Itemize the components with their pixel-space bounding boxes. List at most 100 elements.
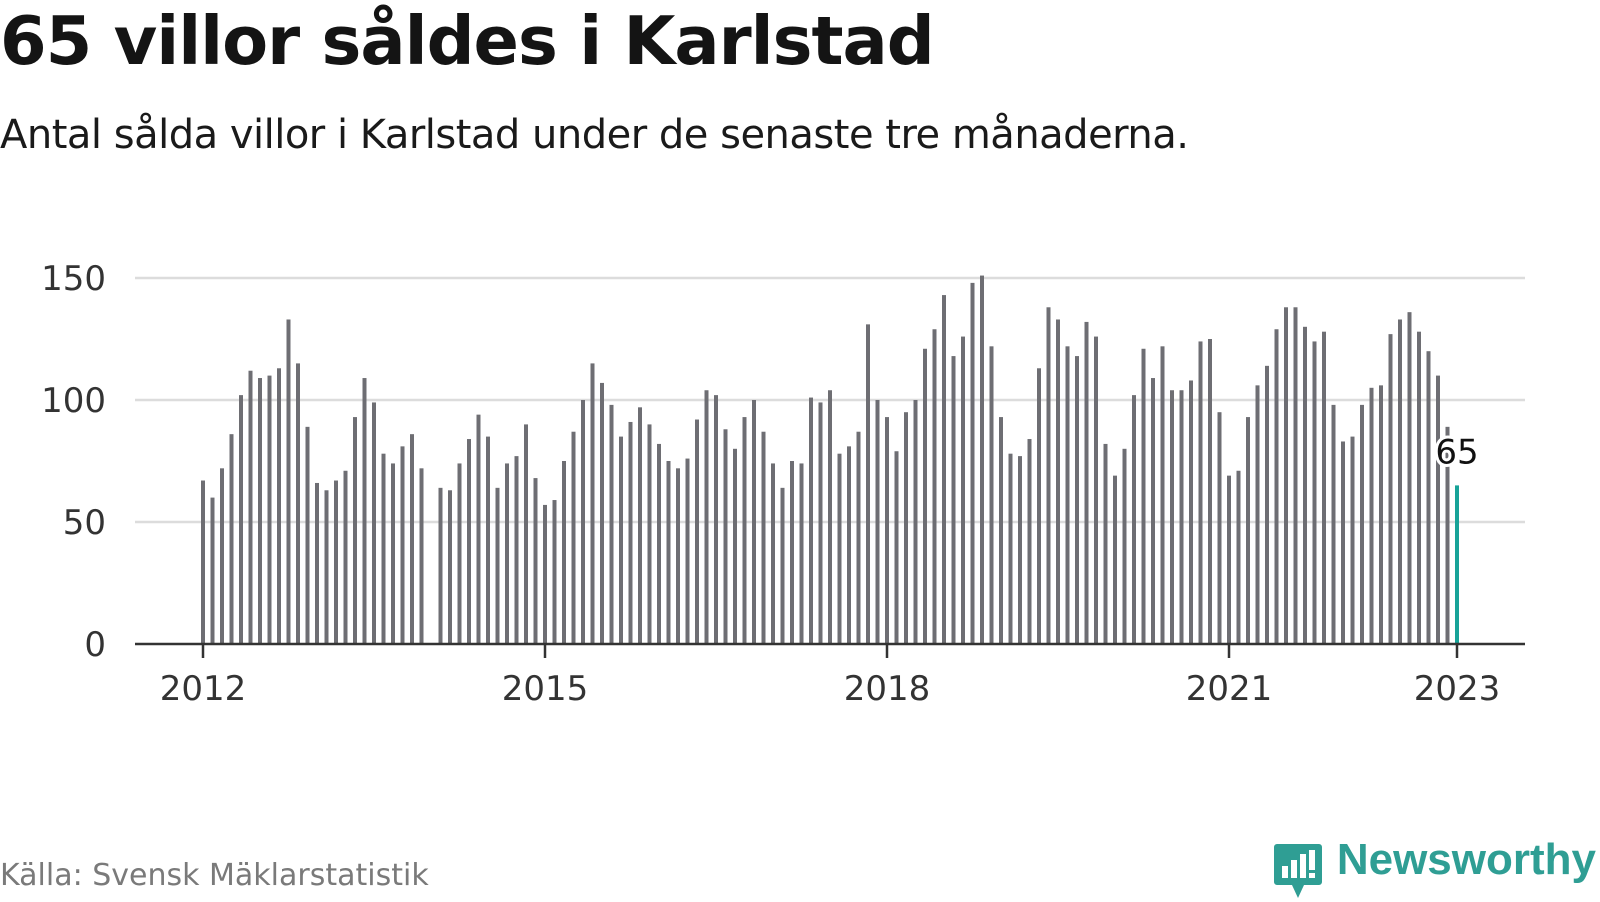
bar [847,446,851,644]
bar [676,468,680,644]
bar [942,295,946,644]
bar [856,431,861,644]
bar [571,431,576,644]
bar [733,448,737,644]
bar [1113,475,1117,644]
chart-subtitle: Antal sålda villor i Karlstad under de s… [0,112,1189,158]
bar [1445,426,1450,644]
bar [286,319,291,644]
bar [657,443,661,644]
bar [1008,453,1013,644]
bar [552,500,557,644]
bar [457,463,462,644]
bar [970,282,975,644]
bar [1227,475,1231,644]
bar [1360,404,1364,644]
bar [771,463,775,644]
bar [1369,387,1374,644]
bar [1160,346,1165,644]
bar [609,404,614,644]
bar [248,370,253,644]
y-tick-label: 100 [41,381,106,421]
bar [951,356,956,644]
bar [1189,380,1193,644]
bar [932,329,937,644]
bar [790,461,794,644]
bar [1255,385,1260,644]
bar [666,461,671,644]
bar [1350,436,1355,644]
bar [1417,331,1421,644]
bar [533,478,538,644]
bar [1303,326,1307,644]
bar [1331,404,1336,644]
bar [1284,307,1288,644]
bar [1132,395,1136,644]
x-tick-label: 2023 [1414,669,1501,709]
bar [923,348,927,644]
bar [210,497,215,644]
bar [1198,341,1203,644]
bar [695,419,699,644]
bar [894,451,899,644]
bar [1103,443,1108,644]
bar [1341,441,1345,644]
bar [1170,390,1174,644]
bar [296,363,300,644]
bar [381,453,386,644]
y-tick-label: 50 [63,503,106,543]
bar [372,402,376,644]
bar [514,456,519,644]
bar [761,431,766,644]
bar [723,429,728,644]
bar [752,400,756,644]
bar [419,468,424,644]
bar [1436,375,1440,644]
bar [989,346,994,644]
bar [1065,346,1070,644]
x-tick-label: 2012 [160,669,247,709]
last-value-label: 65 [1435,432,1478,472]
bar [628,421,633,644]
bar [1398,319,1402,644]
bar [305,426,310,644]
bar [1084,321,1089,644]
chart-title: 65 villor såldes i Karlstad [0,2,935,80]
bar-highlight [1455,485,1459,644]
bar [904,412,908,644]
bar [220,468,224,644]
bar [1151,378,1155,644]
bar [258,378,262,644]
bar [961,336,965,644]
bar [334,480,338,644]
source-note: Källa: Svensk Mäklarstatistik [0,858,429,893]
bar [486,436,490,644]
newsworthy-logo-icon [1273,844,1322,898]
bar [438,487,443,644]
bar [600,382,604,644]
bar [1388,334,1393,644]
bar [239,395,243,644]
bar [1246,417,1250,644]
bar [1027,439,1032,644]
bar [1094,336,1098,644]
x-tick-label: 2018 [844,669,931,709]
bar [1122,448,1127,644]
bar [999,417,1003,644]
bar [704,390,709,644]
bar [685,458,690,644]
bar [1075,356,1079,644]
bar [495,487,500,644]
bar [1274,329,1279,644]
bar [799,463,804,644]
bar [1179,390,1184,644]
bar [1056,319,1060,644]
bar [1293,307,1298,644]
bar [590,363,595,644]
x-tick-label: 2015 [502,669,589,709]
bar [1141,348,1146,644]
bar [1046,307,1051,644]
bar [343,470,348,644]
bar [448,490,452,644]
